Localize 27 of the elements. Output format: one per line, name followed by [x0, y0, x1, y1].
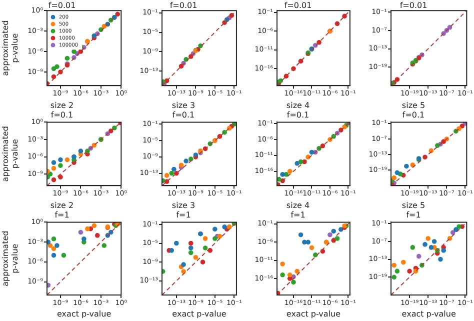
chart-subtitle: f=0.1: [172, 110, 195, 120]
chart-subtitle: f=0.1: [50, 110, 74, 120]
chart-title: size 5: [402, 100, 426, 110]
y-axis-title: approximated p-value: [0, 230, 20, 286]
chart-title: f=0.01: [170, 0, 198, 10]
chart-title: size 5: [402, 200, 426, 210]
chart-subtitle: f=1: [176, 210, 191, 220]
chart-title: size 4: [286, 100, 310, 110]
y-axis-title: approximated p-value: [0, 20, 20, 76]
chart-title: f=0.01: [284, 0, 312, 10]
chart-subtitle: f=1: [290, 210, 306, 220]
x-axis-title: exact p-value: [57, 309, 112, 318]
chart-subtitle: f=1: [406, 210, 421, 220]
chart-title: size 2: [50, 200, 74, 210]
x-axis-title: exact p-value: [402, 309, 456, 318]
chart-subtitle: f=1: [54, 210, 70, 220]
chart-title: f=0.01: [48, 0, 76, 10]
x-axis-title: exact p-value: [286, 309, 341, 318]
chart-subtitle: f=0.1: [402, 110, 425, 120]
chart-title: size 3: [172, 100, 196, 110]
chart-title: size 2: [50, 100, 74, 110]
y-axis-title: approximated p-value: [0, 126, 20, 182]
chart-title: size 4: [286, 200, 310, 210]
chart-title: size 3: [172, 200, 196, 210]
chart-title: f=0.01: [400, 0, 428, 10]
chart-subtitle: f=0.1: [286, 110, 310, 120]
x-axis-title: exact p-value: [172, 309, 226, 318]
